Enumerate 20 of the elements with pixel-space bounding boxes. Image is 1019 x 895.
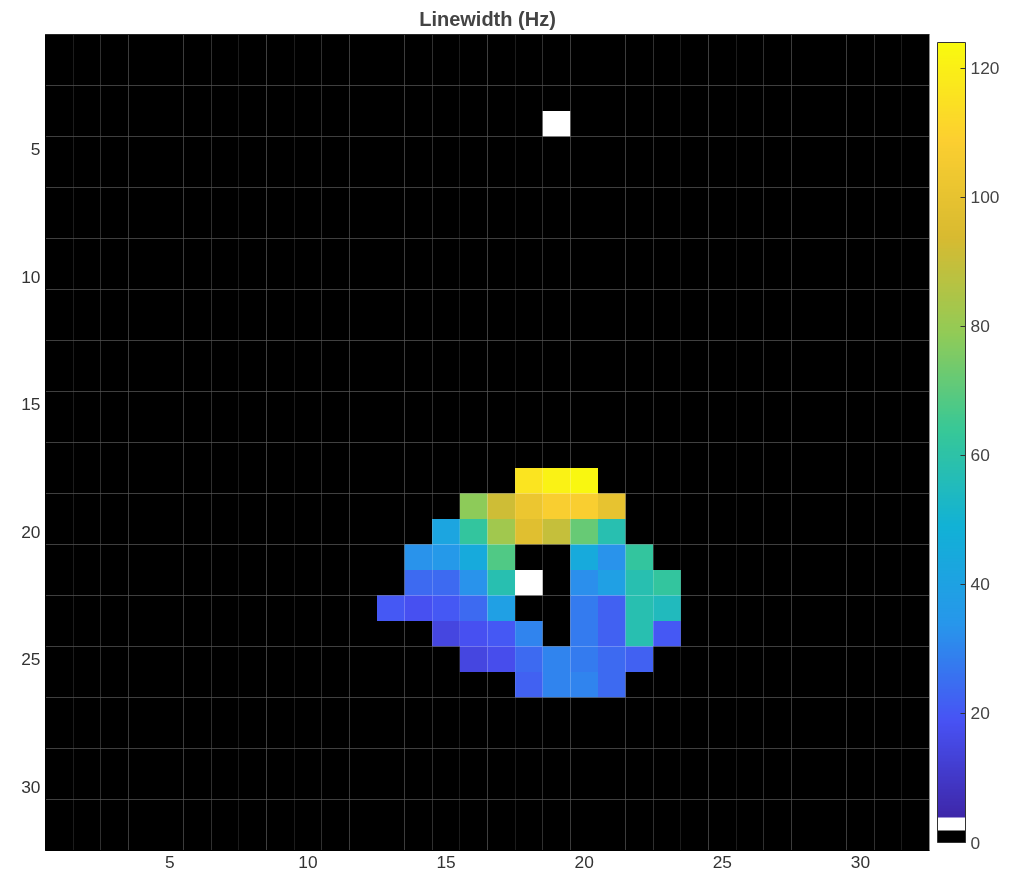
color-bar-label: 120 bbox=[970, 58, 1000, 79]
y-tick-label: 15 bbox=[21, 394, 41, 415]
color-bar-label: 0 bbox=[970, 832, 981, 853]
y-tick-label: 20 bbox=[21, 521, 41, 542]
x-tick-label: 15 bbox=[436, 851, 456, 872]
y-tick-label: 5 bbox=[30, 139, 41, 160]
x-tick-label: 20 bbox=[574, 851, 594, 872]
x-tick-label: 10 bbox=[298, 851, 318, 872]
y-tick-label: 10 bbox=[21, 266, 41, 287]
color-bar-label: 60 bbox=[970, 445, 990, 466]
color-bar-label: 80 bbox=[970, 316, 990, 337]
color-bar-label: 40 bbox=[970, 574, 990, 595]
chart-title: Linewidth (Hz) bbox=[419, 7, 556, 30]
x-tick-label: 5 bbox=[164, 851, 175, 872]
color-bar-label: 20 bbox=[970, 703, 990, 724]
y-tick-label: 25 bbox=[21, 649, 41, 670]
color-bar-label: 100 bbox=[970, 187, 1000, 208]
x-tick-label: 30 bbox=[850, 851, 871, 872]
x-tick-label: 25 bbox=[712, 851, 732, 872]
y-tick-label: 30 bbox=[21, 776, 41, 797]
